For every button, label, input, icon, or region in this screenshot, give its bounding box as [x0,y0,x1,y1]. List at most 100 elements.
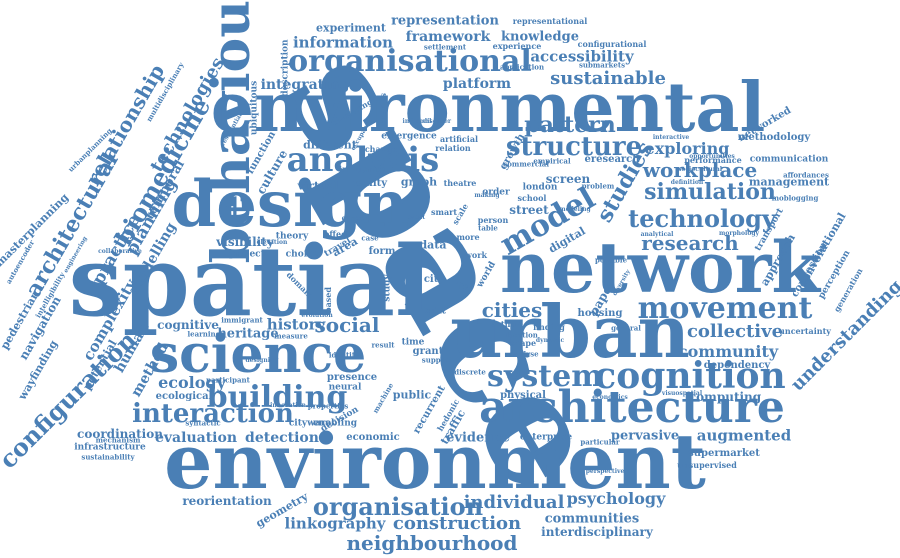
word-interdisciplinary: interdisciplinary [541,525,653,539]
word-supermarket: supermarket [688,448,760,459]
word-unsupervised: unsupervised [677,460,737,470]
word-evidence: evidence [446,430,510,446]
word-economics: economics [592,394,628,401]
word-reality: reality [350,178,388,189]
word-collective: collective [686,321,784,342]
word-different: different [303,138,357,152]
word-uncertainty: uncertainty [779,326,831,336]
word-analysis: analysis [286,140,440,180]
word-history: history [266,315,326,334]
word-making: making [474,192,500,199]
word-grant: grant [412,346,444,357]
word-cognition: cognition [594,355,786,397]
word-table: table [478,223,498,233]
word-affordances: affordances [783,170,829,180]
word-interaction: interaction [132,399,294,429]
word-enabling: enabling [312,418,358,429]
word-presence: presence [326,372,378,383]
word-technology: technology [628,204,776,233]
word-environmental: environmental [210,68,766,148]
word-pattern: pattern [524,112,616,138]
word-support: support [421,355,453,365]
word-relation: relation [435,143,471,153]
word-organisational: organisational [288,44,532,79]
word-communities: communities [544,511,640,527]
word-location: location [506,330,538,340]
word-moblogging: moblogging [771,193,819,203]
word-research: research [641,231,739,255]
word-arthur: arthur [491,319,521,329]
word-ecology: ecology [158,373,226,392]
word-workplace: workplace [642,158,758,182]
word-participant: participant [206,375,250,385]
word-commercial: commercial [502,159,550,169]
word-innovation: innovation [270,402,306,409]
word-framework: framework [405,29,491,45]
word-interactive: interactive [652,134,690,141]
word-dynamic: dynamic [535,337,565,344]
word-person: person [477,215,509,225]
word-individual: individual [463,492,565,513]
word-cityware: cityware [288,418,332,429]
word-submarkets: submarkets [578,60,626,70]
word-design: design [171,167,409,242]
word-learning: learning [187,329,221,339]
word-shape: shape [509,338,537,348]
word-street: street [509,203,549,217]
word-coordination: coordination [77,427,163,441]
word-sociocultural: sociocultural [677,166,723,173]
word-general: general [611,323,641,333]
word-libraries: libraries [378,93,388,131]
word-morphology: morphology [718,230,760,237]
word-representational: representational [512,16,588,26]
word-evolution: evolution [301,312,333,319]
word-structure: structure [505,132,643,162]
word-sustainable: sustainable [550,68,666,89]
word-modeling: modeling [559,206,591,213]
word-concept: concept [341,213,373,223]
word-community: community [677,342,779,361]
word-based: based [323,287,333,313]
word-ecological: ecological [155,391,213,402]
word-properties: properties [307,401,349,411]
word-urban: urban [450,289,690,374]
word-immigrant: immigrant [221,315,263,325]
word-organisation: organisation [312,492,484,521]
word-eresearch: eresearch [584,154,640,165]
word-study: study [382,274,393,302]
word-integrating: integrating [260,77,350,93]
word-visuospatial: visuospatial [661,390,703,397]
word-configurational: configurational [577,39,647,49]
word-methodology: methodology [737,132,811,143]
word-elevation: elevation [256,239,288,246]
word-reorientation: reorientation [182,494,272,508]
word-theory: theory [275,231,309,242]
word-dependency: dependency [703,360,771,371]
word-accessibility: accessibility [530,47,634,66]
word-linkography: linkography [284,514,386,533]
word-project: project [229,249,265,260]
word-augmented: augmented [696,426,792,445]
word-environment: environment [164,417,706,506]
word-representation: representation [391,13,499,29]
word-syntactic: syntactic [185,418,221,428]
word-social: social [314,313,380,337]
word-mechanism: mechanism [95,435,141,445]
word-detection: detection [245,430,319,446]
word-science: science [149,324,367,385]
word-heritage: heritage [217,326,279,342]
word-case: case [361,233,379,243]
word-enterprise: enterprise [519,432,573,443]
word-artificial: artificial [439,134,479,144]
word-graph: graph [400,175,438,189]
word-identity: identity [328,350,360,360]
word-ubiquitous: ubiquitous [249,80,260,136]
word-architecture: architecture [479,382,785,433]
word-more: more [456,232,480,242]
word-psychology: psychology [566,489,666,508]
word-visibility: visibility [216,235,274,249]
word-theatre: theatre [443,178,477,188]
word-built: built [422,306,446,317]
word-data: data [419,238,447,252]
word-communication: communication [749,154,829,165]
